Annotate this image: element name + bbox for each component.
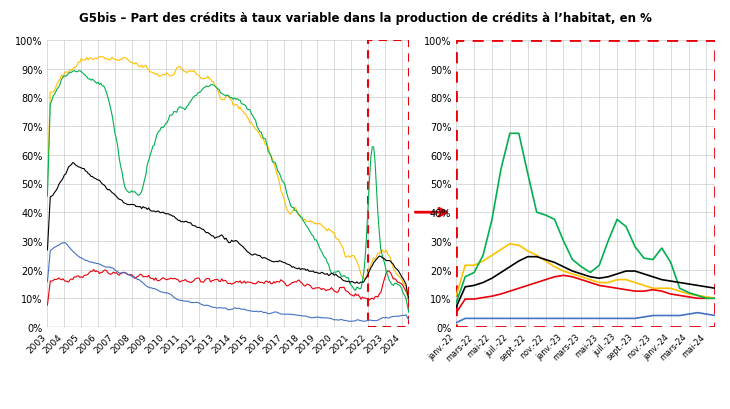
Bar [368,41,409,327]
Text: G5bis – Part des crédits à taux variable dans la production de crédits à l’habit: G5bis – Part des crédits à taux variable… [79,12,651,25]
